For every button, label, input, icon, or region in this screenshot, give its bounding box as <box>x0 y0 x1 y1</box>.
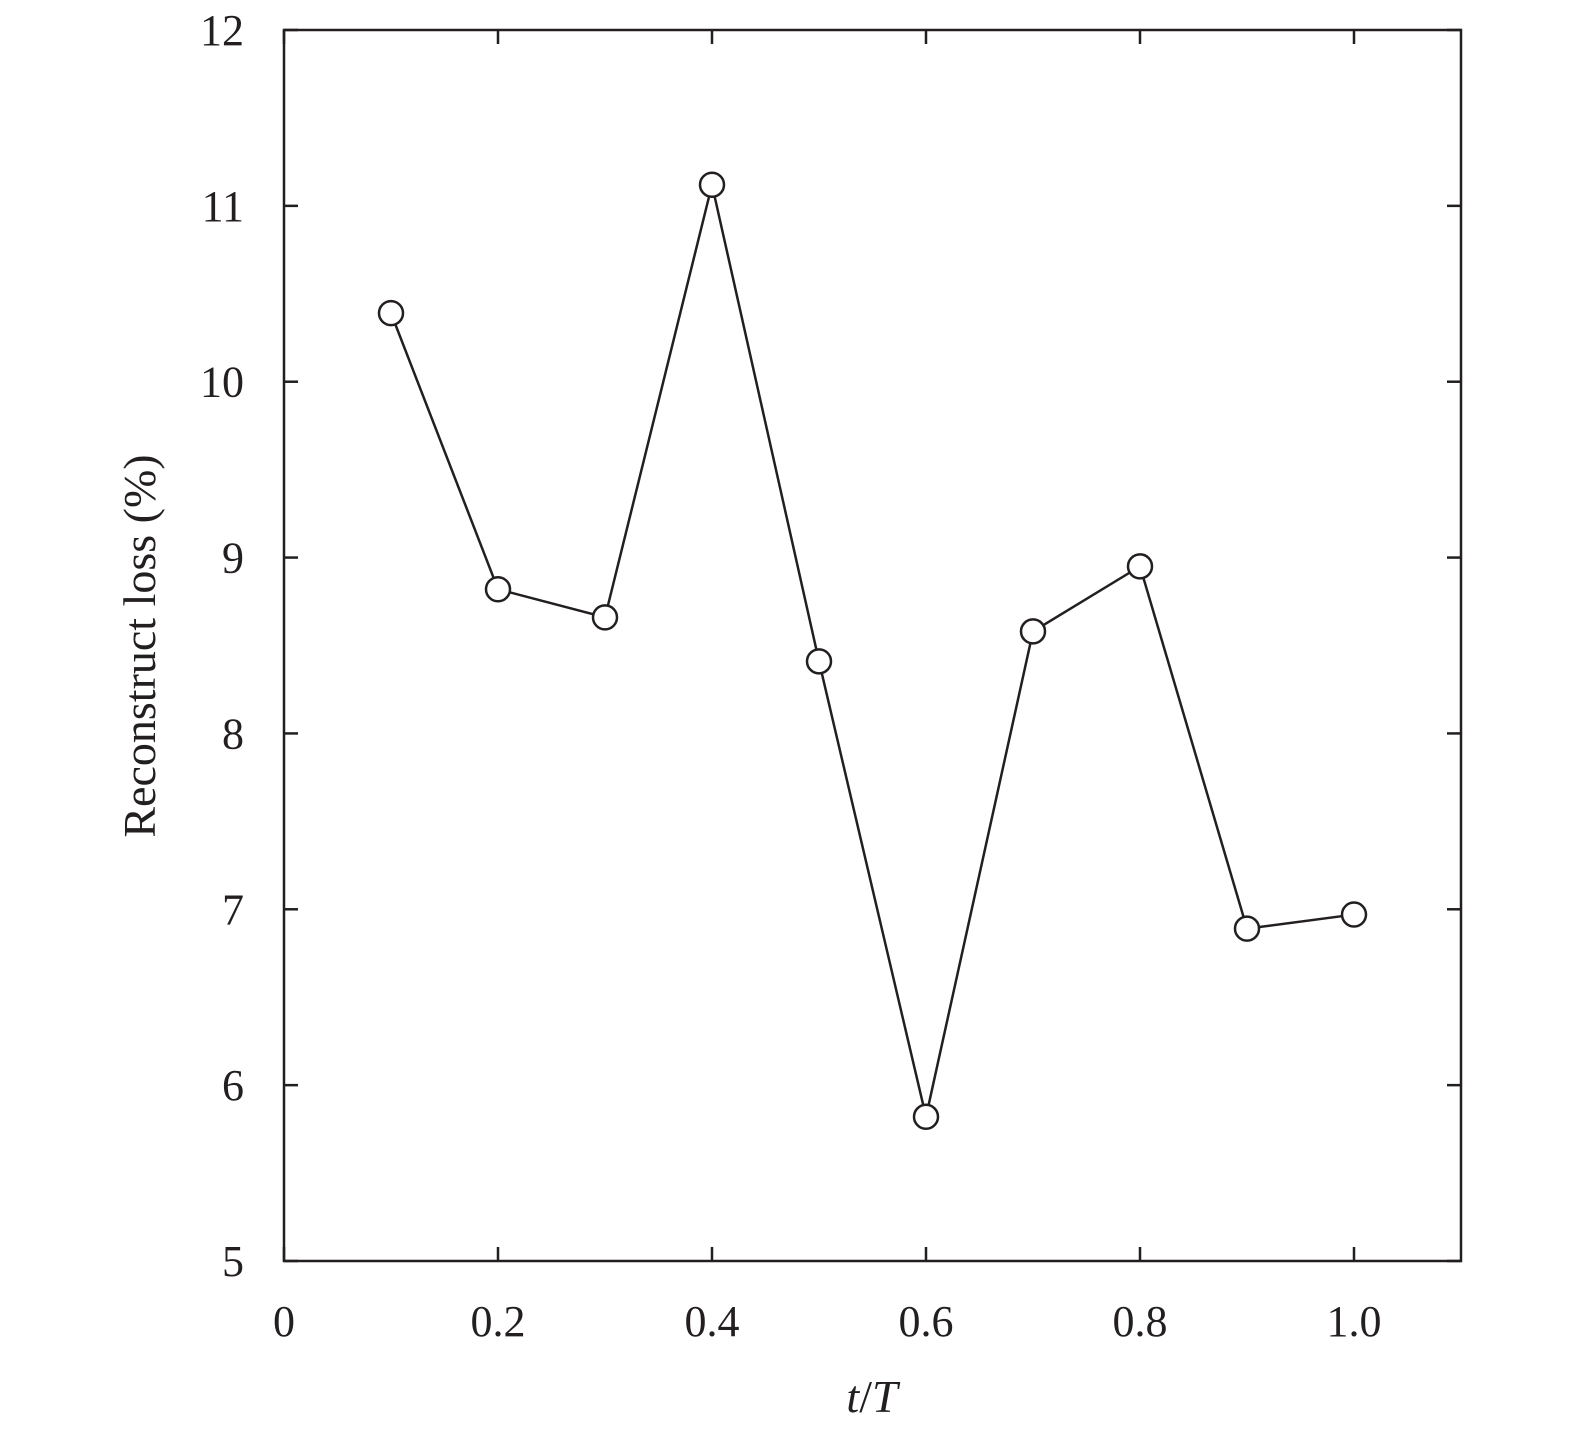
y-tick-label: 10 <box>200 358 244 407</box>
data-point-marker <box>377 299 405 327</box>
x-tick-label: 0.4 <box>685 1297 740 1346</box>
series-line <box>389 184 1355 1118</box>
x-tick-label: 0.6 <box>899 1297 954 1346</box>
y-tick-label: 5 <box>222 1237 244 1286</box>
data-point-marker <box>912 1103 940 1131</box>
series-layer <box>377 171 1368 1131</box>
x-axis-label-part: t <box>846 1371 860 1422</box>
ticks-layer <box>282 28 1461 1263</box>
y-tick-label: 11 <box>202 182 244 231</box>
data-point-marker <box>1340 901 1368 928</box>
x-tick-label: 0.2 <box>471 1297 526 1346</box>
data-point-marker <box>1233 915 1261 942</box>
x-axis-label-part: / <box>859 1371 872 1422</box>
x-axis-label: t/T <box>846 1371 901 1422</box>
y-tick-label: 12 <box>200 6 244 55</box>
y-tick-label: 7 <box>222 885 244 934</box>
data-point-marker <box>805 648 833 675</box>
tick-labels-layer: 0 0.2 0.4 0.6 0.8 1.0 5 6 7 8 9 10 11 12 <box>200 6 1382 1346</box>
data-point-marker <box>1019 618 1047 645</box>
data-point-marker <box>698 171 726 199</box>
y-tick-label: 6 <box>222 1061 244 1110</box>
x-tick-label: 1.0 <box>1327 1297 1382 1346</box>
x-tick-label: 0.8 <box>1113 1297 1168 1346</box>
plot-frame <box>282 28 1463 1263</box>
y-tick-label: 9 <box>222 534 244 583</box>
x-tick-label: 0 <box>273 1297 295 1346</box>
data-point-marker <box>1126 553 1154 580</box>
y-tick-label: 8 <box>222 709 244 758</box>
data-point-marker <box>484 575 512 603</box>
x-axis-label-part: T <box>872 1371 901 1422</box>
y-axis-label: Reconstruct loss (%) <box>114 454 165 837</box>
data-point-marker <box>591 604 619 631</box>
